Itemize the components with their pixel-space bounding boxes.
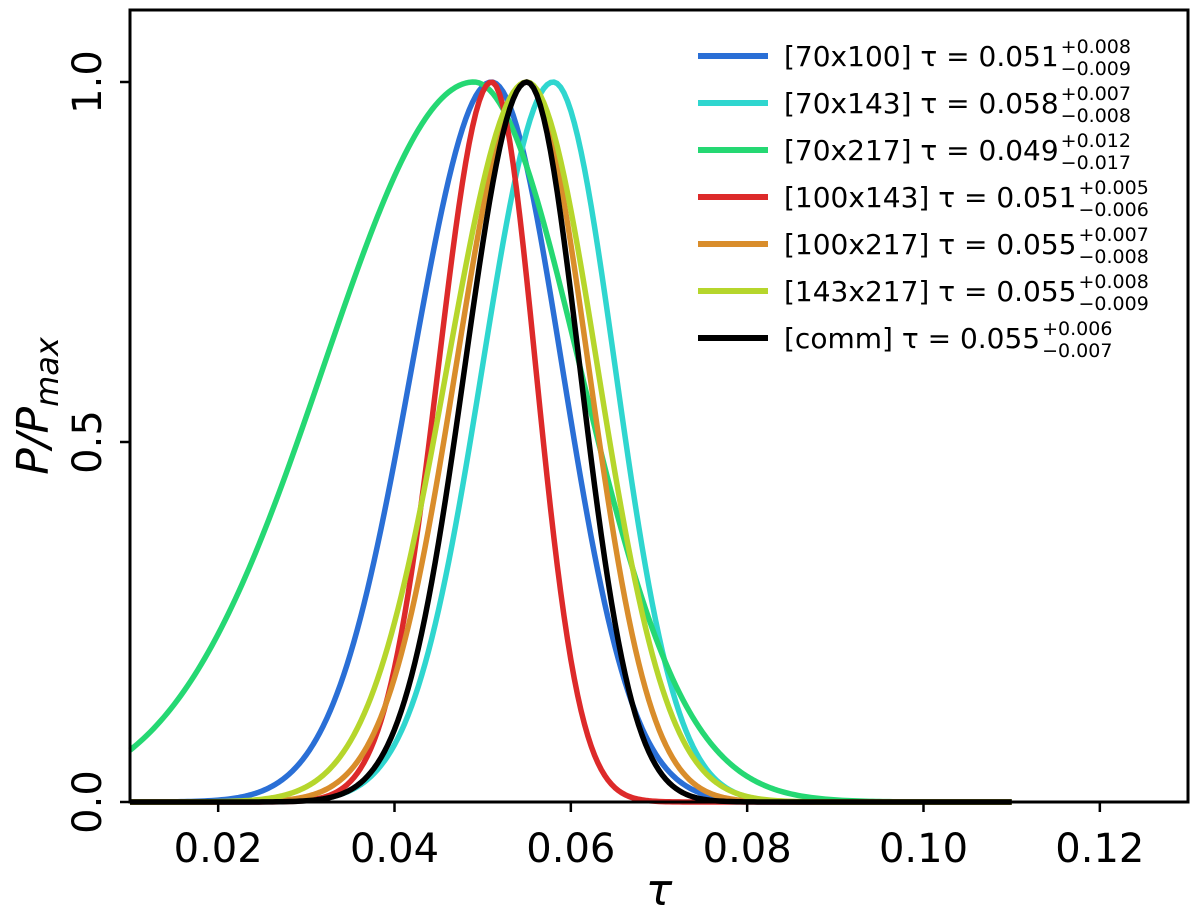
legend-err-plus: +0.005 bbox=[1078, 177, 1148, 199]
legend-entry-label: [100x217] τ = 0.055 bbox=[784, 228, 1076, 261]
x-tick-label: 0.12 bbox=[1055, 826, 1144, 872]
legend-entry-main: [70x143] τ = 0.058 bbox=[784, 87, 1059, 120]
y-axis-label-main: P/P bbox=[8, 406, 59, 474]
legend-entry-main: [70x217] τ = 0.049 bbox=[784, 134, 1059, 167]
legend-entry-label: [70x217] τ = 0.049 bbox=[784, 134, 1059, 167]
legend-err-minus: −0.007 bbox=[1042, 340, 1112, 362]
legend-err-plus: +0.008 bbox=[1061, 36, 1131, 58]
y-tick-label: 1.0 bbox=[65, 50, 111, 114]
legend-err-plus: +0.008 bbox=[1078, 271, 1148, 293]
x-tick-label: 0.06 bbox=[526, 826, 615, 872]
x-tick-label: 0.04 bbox=[350, 826, 439, 872]
x-tick-label: 0.10 bbox=[879, 826, 968, 872]
legend-entry-main: [143x217] τ = 0.055 bbox=[784, 275, 1076, 308]
x-axis-ticks: 0.02 0.04 0.06 0.08 0.10 0.12 bbox=[174, 802, 1144, 872]
y-tick-label: 0.0 bbox=[65, 770, 111, 834]
legend-entry-label: [comm] τ = 0.055 bbox=[784, 322, 1040, 355]
legend-err-minus: −0.017 bbox=[1061, 152, 1131, 174]
legend-err-plus: +0.007 bbox=[1078, 224, 1148, 246]
y-axis-label-sub: max bbox=[28, 336, 66, 407]
x-tick-label: 0.02 bbox=[174, 826, 263, 872]
legend-err-plus: +0.006 bbox=[1042, 318, 1112, 340]
legend-err-minus: −0.009 bbox=[1061, 58, 1131, 80]
x-tick-label: 0.08 bbox=[703, 826, 792, 872]
y-tick-label: 0.5 bbox=[65, 410, 111, 474]
legend-err-plus: +0.007 bbox=[1061, 83, 1131, 105]
legend-entry-label: [100x143] τ = 0.051 bbox=[784, 181, 1076, 214]
legend-entry-main: [70x100] τ = 0.051 bbox=[784, 40, 1059, 73]
legend-entry-main: [100x217] τ = 0.055 bbox=[784, 228, 1076, 261]
legend-err-minus: −0.009 bbox=[1078, 293, 1148, 315]
legend-err-minus: −0.008 bbox=[1078, 246, 1148, 268]
legend-entry-label: [143x217] τ = 0.055 bbox=[784, 275, 1076, 308]
y-axis-ticks: 0.0 0.5 1.0 bbox=[65, 50, 130, 834]
x-axis-label: τ bbox=[646, 865, 673, 916]
legend-entry-main: [100x143] τ = 0.051 bbox=[784, 181, 1076, 214]
legend-err-minus: −0.006 bbox=[1078, 199, 1148, 221]
legend-err-plus: +0.012 bbox=[1061, 130, 1131, 152]
legend-entry-label: [70x100] τ = 0.051 bbox=[784, 40, 1059, 73]
legend-entry-label: [70x143] τ = 0.058 bbox=[784, 87, 1059, 120]
plot-frame bbox=[128, 8, 1190, 804]
legend: [70x100] τ = 0.051 +0.008−0.009[70x143] τ… bbox=[698, 36, 1149, 362]
legend-entry-main: [comm] τ = 0.055 bbox=[784, 322, 1040, 355]
legend-err-minus: −0.008 bbox=[1061, 105, 1131, 127]
y-axis-label: P/Pmax bbox=[8, 336, 66, 475]
